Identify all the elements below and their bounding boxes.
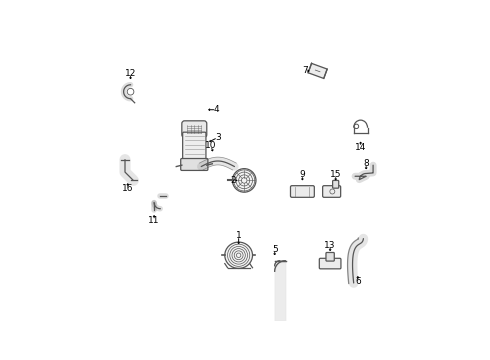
Text: 3: 3 <box>215 133 221 142</box>
Text: 15: 15 <box>330 170 342 179</box>
FancyBboxPatch shape <box>291 186 314 197</box>
Text: 6: 6 <box>355 277 361 286</box>
Ellipse shape <box>232 168 256 192</box>
Text: 11: 11 <box>148 216 160 225</box>
Text: 1: 1 <box>236 231 242 240</box>
Polygon shape <box>275 261 286 271</box>
Text: 10: 10 <box>205 141 217 150</box>
FancyBboxPatch shape <box>322 186 341 197</box>
FancyBboxPatch shape <box>182 121 207 138</box>
Text: 2: 2 <box>230 176 236 185</box>
FancyBboxPatch shape <box>326 252 334 261</box>
Text: 7: 7 <box>302 66 308 75</box>
FancyBboxPatch shape <box>333 180 339 188</box>
Text: 13: 13 <box>324 241 336 250</box>
Text: 14: 14 <box>355 143 367 152</box>
FancyBboxPatch shape <box>183 132 206 162</box>
Text: 8: 8 <box>363 159 369 168</box>
Text: 5: 5 <box>272 245 277 254</box>
FancyBboxPatch shape <box>181 158 208 170</box>
Text: 4: 4 <box>214 105 220 114</box>
Text: 9: 9 <box>299 170 305 179</box>
Text: 16: 16 <box>122 184 133 193</box>
FancyBboxPatch shape <box>319 258 341 269</box>
Polygon shape <box>308 63 327 78</box>
Ellipse shape <box>225 242 252 269</box>
Text: 12: 12 <box>125 69 136 78</box>
